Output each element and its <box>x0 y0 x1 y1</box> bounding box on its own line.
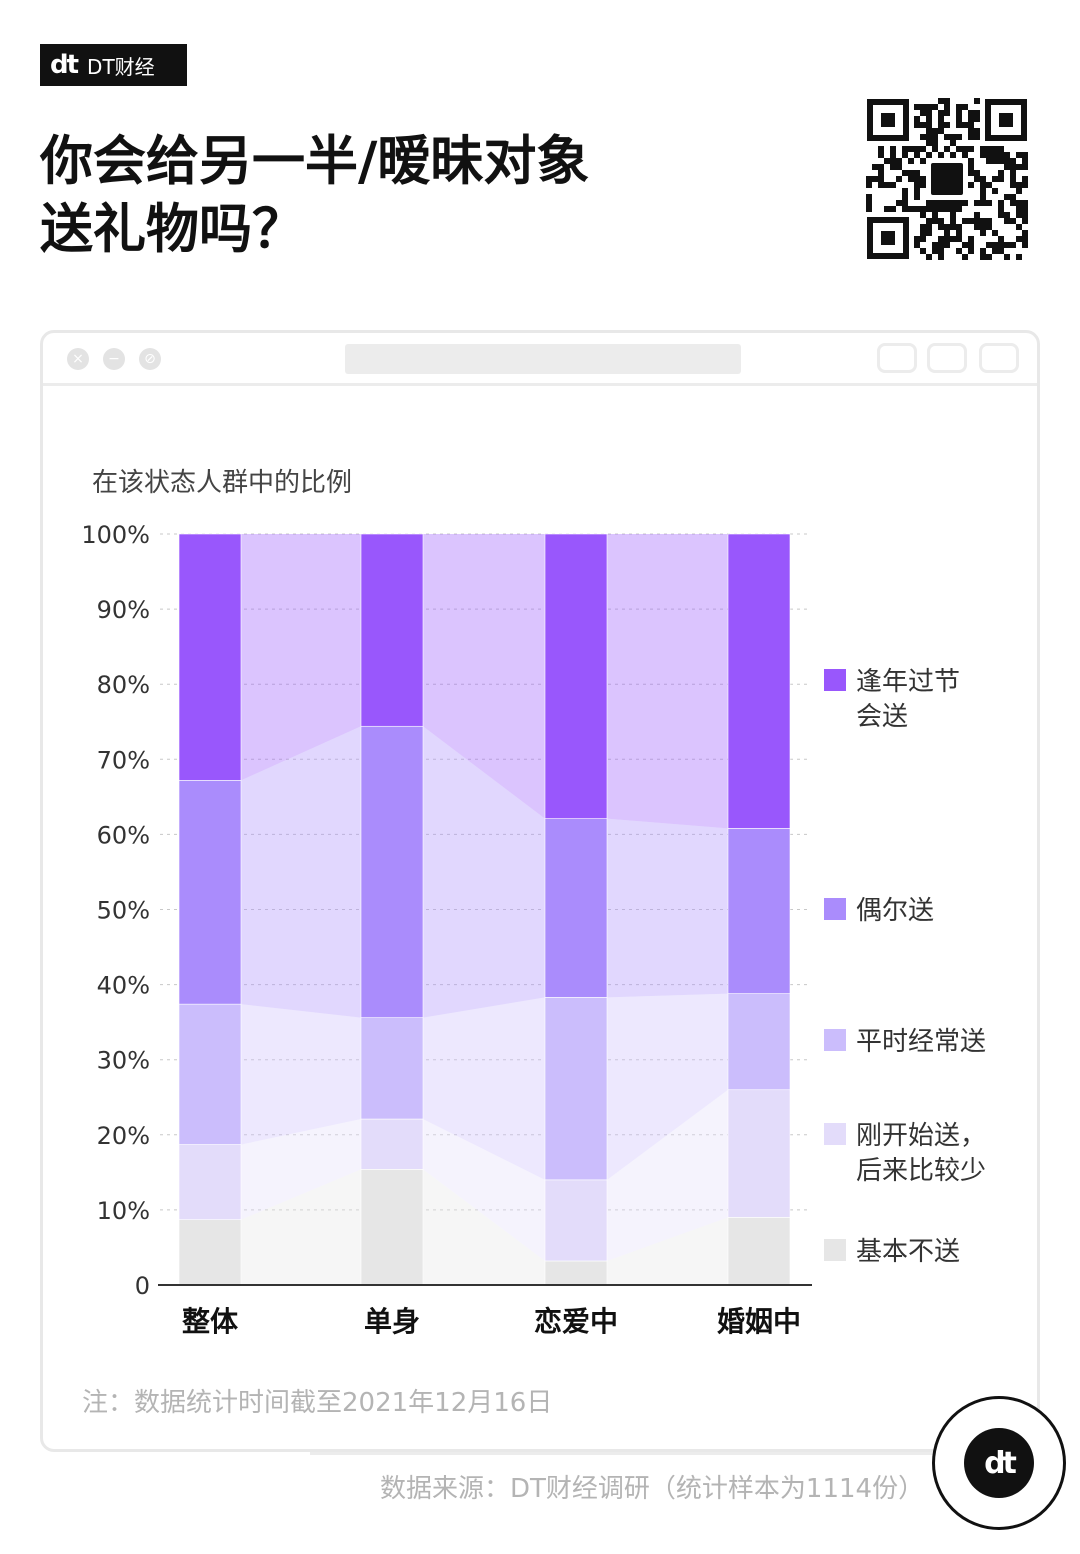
connector-band <box>241 1004 361 1145</box>
window-titlebar: × − ⊘ <box>43 333 1037 386</box>
page-title: 你会给另一半/暧昧对象 送礼物吗？ <box>40 128 760 264</box>
y-tick-label: 20% <box>97 1122 150 1150</box>
title-line-2: 送礼物吗？ <box>40 199 305 260</box>
connector-band <box>607 1089 728 1261</box>
bar-segment <box>360 1118 424 1170</box>
y-tick-label: 70% <box>97 746 150 774</box>
bar-segment <box>178 1219 242 1286</box>
bar-segment <box>178 1003 242 1145</box>
connector-band <box>241 534 361 781</box>
block-icon: ⊘ <box>139 348 161 370</box>
close-icon: × <box>67 348 89 370</box>
share-icon <box>927 343 967 373</box>
qr-code <box>866 98 1028 260</box>
footnote: 注：数据统计时间截至2021年12月16日 <box>82 1388 553 1418</box>
record-icon <box>877 343 917 373</box>
y-axis-title: 在该状态人群中的比例 <box>92 468 353 498</box>
bar-segment <box>727 828 791 994</box>
connector-band <box>607 993 728 1180</box>
legend-swatch <box>824 1029 846 1051</box>
legend-swatch <box>824 669 846 691</box>
legend-label: 平时经常送 <box>856 1027 986 1057</box>
y-tick-label: 50% <box>97 897 150 925</box>
connector-band <box>423 534 545 819</box>
brand-logo: dt DT财经 <box>40 44 187 86</box>
window-icon <box>979 343 1019 373</box>
legend-label: 偶尔送 <box>856 896 934 926</box>
legend-label: 后来比较少 <box>856 1156 986 1186</box>
connector-band <box>607 534 728 829</box>
legend-label: 会送 <box>856 702 908 732</box>
bar-segment <box>178 780 242 1005</box>
bar-segment <box>360 725 424 1018</box>
y-tick-label: 90% <box>97 596 150 624</box>
y-tick-label: 60% <box>97 821 150 849</box>
legend-label: 基本不送 <box>856 1237 960 1267</box>
source-tab <box>310 1452 950 1525</box>
y-tick-label: 0 <box>135 1272 150 1300</box>
bar-segment <box>727 1217 791 1286</box>
bar-segment <box>178 1144 242 1220</box>
bar-segment <box>544 1260 608 1286</box>
bar-segment <box>544 533 608 819</box>
connector-band <box>423 997 545 1180</box>
bar-segment <box>178 533 242 781</box>
bar-segment <box>544 997 608 1181</box>
bar-segment <box>360 533 424 727</box>
y-tick-label: 80% <box>97 671 150 699</box>
title-line-1: 你会给另一半/暧昧对象 <box>40 131 590 192</box>
legend-swatch <box>824 898 846 920</box>
connector-band <box>241 726 361 1018</box>
bar-segment <box>360 1017 424 1120</box>
connector-band <box>607 1217 728 1285</box>
bar-segment <box>727 993 791 1091</box>
logo-text: DT财经 <box>87 54 155 79</box>
bar-segment <box>727 1089 791 1218</box>
bar-segment <box>727 533 791 829</box>
legend-label: 刚开始送， <box>856 1121 986 1151</box>
y-tick-label: 100% <box>81 521 150 549</box>
x-tick-label: 单身 <box>364 1305 420 1338</box>
bar-segment <box>360 1169 424 1286</box>
connector-band <box>423 1119 545 1261</box>
x-tick-label: 恋爱中 <box>534 1305 618 1338</box>
connector-band <box>241 1169 361 1285</box>
connector-band <box>607 818 728 998</box>
y-tick-label: 10% <box>97 1197 150 1225</box>
bar-segment <box>544 1179 608 1262</box>
data-source: 数据来源：DT财经调研（统计样本为1114份） <box>380 1474 925 1504</box>
address-bar <box>345 344 741 374</box>
corner-logo-mark: dt <box>964 1428 1034 1498</box>
x-tick-label: 婚姻中 <box>717 1305 801 1338</box>
bar-segment <box>544 818 608 998</box>
minimize-icon: − <box>103 348 125 370</box>
connector-band <box>423 726 545 1018</box>
x-tick-label: 整体 <box>182 1305 239 1338</box>
connector-band <box>241 1119 361 1220</box>
logo-mark: dt <box>50 50 79 80</box>
corner-logo: dt <box>932 1396 1066 1530</box>
legend-label: 逢年过节 <box>856 667 960 697</box>
connector-band <box>423 1169 545 1285</box>
y-tick-label: 30% <box>97 1047 150 1075</box>
y-tick-label: 40% <box>97 972 150 1000</box>
legend-swatch <box>824 1239 846 1261</box>
legend-swatch <box>824 1123 846 1145</box>
